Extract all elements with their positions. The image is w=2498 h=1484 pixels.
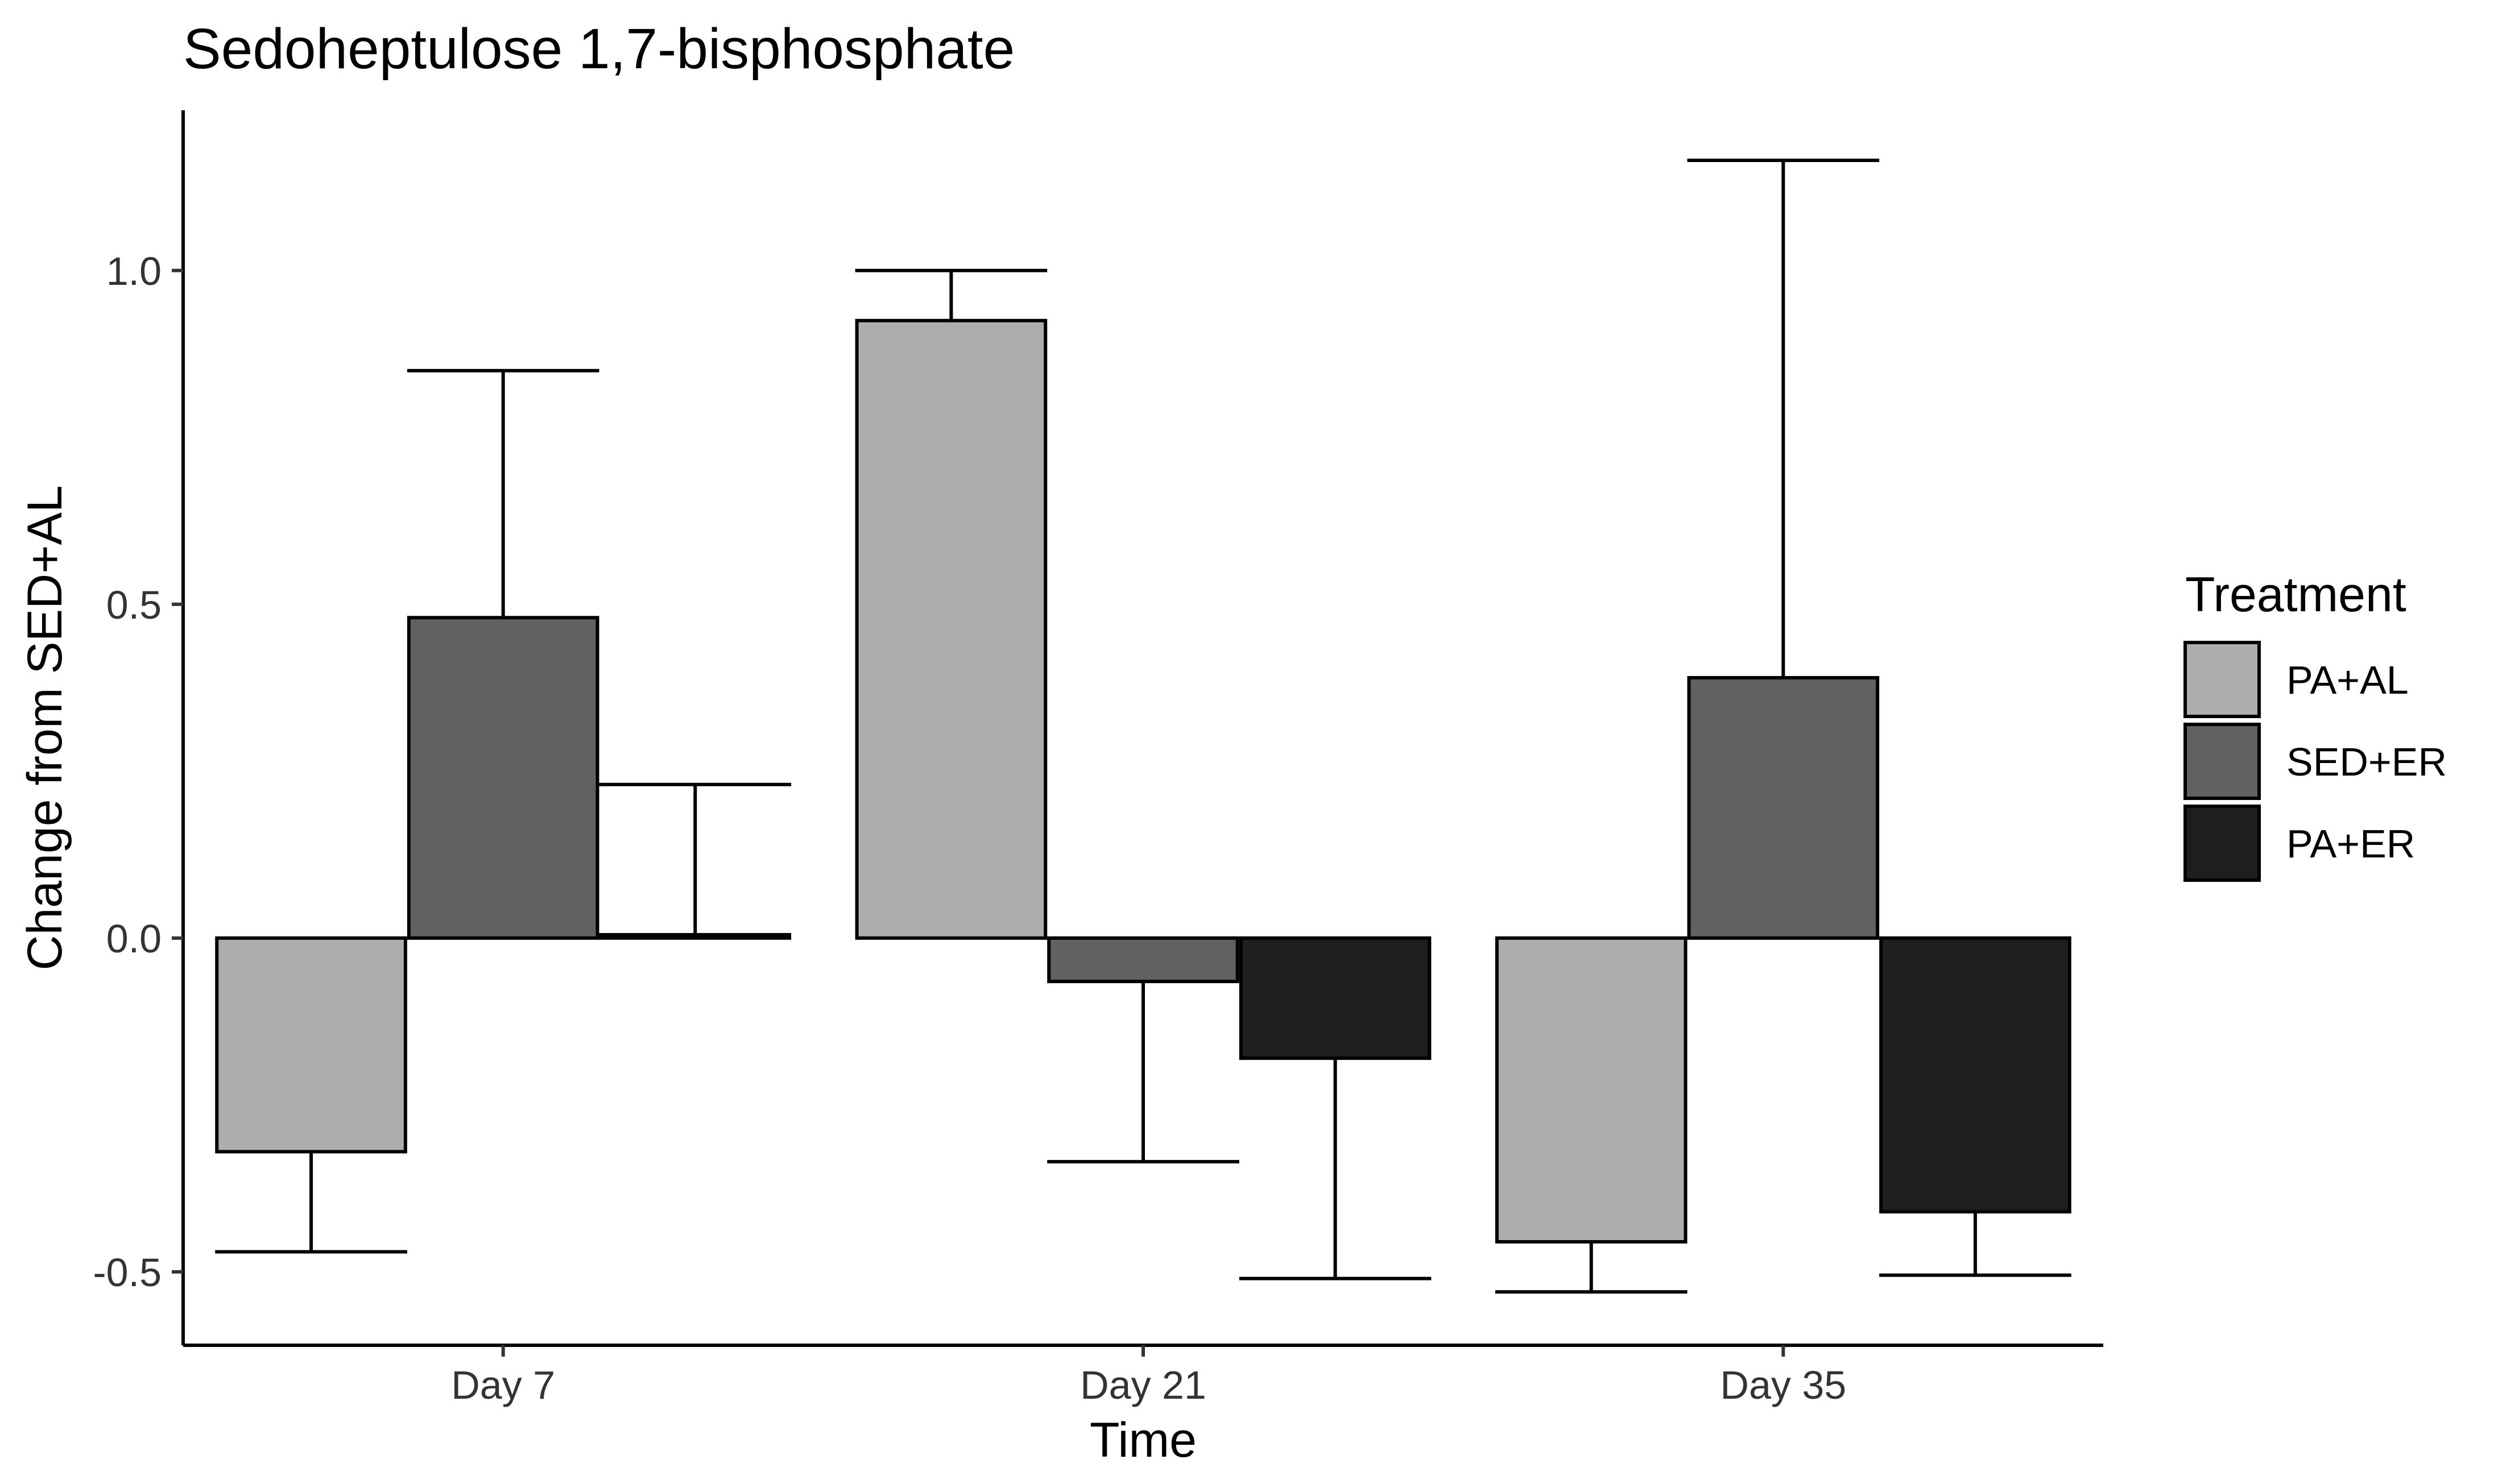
x-tick-label: Day 7	[451, 1363, 555, 1407]
y-axis-ticks: -0.5 0.0 0.5 1.0	[93, 249, 183, 1295]
legend-title: Treatment	[2185, 567, 2406, 622]
y-tick-label: 0.5	[106, 583, 162, 627]
plot-area	[215, 159, 2071, 1294]
y-axis-title: Change from SED+AL	[18, 485, 72, 970]
x-tick-label: Day 21	[1080, 1363, 1206, 1407]
x-axis-ticks: Day 7 Day 21 Day 35	[451, 1345, 1846, 1407]
bar-PA+AL-Day 35	[1495, 936, 1688, 1244]
bar-PA+AL-Day 7	[215, 936, 407, 1154]
bar-PA+ER-Day 35	[1879, 936, 2071, 1214]
legend-label: PA+AL	[2286, 658, 2409, 702]
legend-key	[2183, 805, 2261, 882]
x-axis-title: Time	[1090, 1413, 1197, 1468]
legend-key	[2183, 723, 2261, 800]
y-tick-label: -0.5	[93, 1250, 162, 1295]
y-tick-label: 0.0	[106, 917, 162, 961]
bar-PA+ER-Day 7	[599, 932, 792, 940]
x-tick-label: Day 35	[1720, 1363, 1846, 1407]
legend-label: SED+ER	[2286, 740, 2447, 784]
bar-SED+ER-Day 7	[407, 616, 599, 940]
y-tick-label: 1.0	[106, 249, 162, 293]
bar-PA+ER-Day 21	[1239, 936, 1432, 1060]
bar-SED+ER-Day 35	[1687, 675, 1880, 940]
legend-key	[2183, 641, 2261, 718]
legend-items: PA+AL SED+ER PA+ER	[2183, 641, 2447, 882]
chart-title: Sedoheptulose 1,7-bisphosphate	[183, 17, 1015, 81]
legend: Treatment PA+AL SED+ER PA+ER	[2183, 567, 2447, 882]
bar-PA+AL-Day 21	[855, 318, 1048, 940]
bar-SED+ER-Day 21	[1047, 936, 1239, 984]
legend-label: PA+ER	[2286, 822, 2415, 866]
